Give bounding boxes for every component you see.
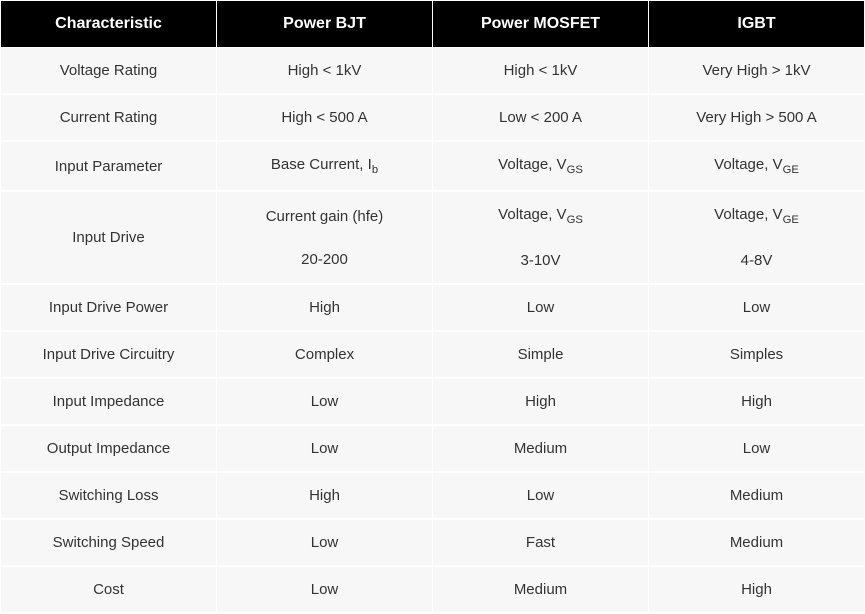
cell-bjt: Current gain (hfe) 20-200 [217,192,432,284]
row-label: Output Impedance [1,426,216,472]
table-row: Output Impedance Low Medium Low [1,426,864,472]
col-characteristic: Characteristic [1,1,216,47]
table-row: Cost Low Medium High [1,567,864,613]
cell-mosfet: High [433,379,648,425]
table-row: Input Drive Circuitry Complex Simple Sim… [1,332,864,378]
cell-bjt: High < 500 A [217,95,432,141]
cell-mosfet: Medium [433,567,648,613]
cell-igbt: High [649,379,864,425]
cell-mosfet: Low [433,473,648,519]
row-label: Input Drive Power [1,285,216,331]
table-row: Switching Loss High Low Medium [1,473,864,519]
cell-line1: Current gain (hfe) [225,208,424,225]
row-label: Switching Loss [1,473,216,519]
cell-bjt: Low [217,426,432,472]
cell-mosfet: High < 1kV [433,48,648,94]
table-row: Input Impedance Low High High [1,379,864,425]
col-power-bjt: Power BJT [217,1,432,47]
row-label: Input Parameter [1,142,216,191]
row-label: Input Drive Circuitry [1,332,216,378]
cell-mosfet: Voltage, VGS [433,142,648,191]
cell-igbt: Medium [649,520,864,566]
cell-bjt: Base Current, Ib [217,142,432,191]
col-power-mosfet: Power MOSFET [433,1,648,47]
cell-line1: Voltage, VGS [441,206,640,226]
table-row: Switching Speed Low Fast Medium [1,520,864,566]
cell-igbt: Very High > 500 A [649,95,864,141]
cell-bjt: Low [217,520,432,566]
cell-mosfet: Low < 200 A [433,95,648,141]
cell-igbt: Very High > 1kV [649,48,864,94]
cell-igbt: Low [649,285,864,331]
cell-igbt: Simples [649,332,864,378]
col-igbt: IGBT [649,1,864,47]
cell-bjt: High < 1kV [217,48,432,94]
cell-igbt: Voltage, VGE 4-8V [649,192,864,284]
cell-bjt: Complex [217,332,432,378]
cell-bjt: High [217,473,432,519]
cell-mosfet: Fast [433,520,648,566]
row-label: Current Rating [1,95,216,141]
table-row: Input Parameter Base Current, Ib Voltage… [1,142,864,191]
row-label: Switching Speed [1,520,216,566]
table-row: Input Drive Current gain (hfe) 20-200 Vo… [1,192,864,284]
table-row: Input Drive Power High Low Low [1,285,864,331]
cell-bjt: Low [217,379,432,425]
table-header-row: Characteristic Power BJT Power MOSFET IG… [1,1,864,47]
row-label: Input Impedance [1,379,216,425]
table-row: Voltage Rating High < 1kV High < 1kV Ver… [1,48,864,94]
row-label: Input Drive [1,192,216,284]
cell-mosfet: Low [433,285,648,331]
cell-mosfet: Voltage, VGS 3-10V [433,192,648,284]
cell-igbt: Low [649,426,864,472]
cell-mosfet: Simple [433,332,648,378]
comparison-table: Characteristic Power BJT Power MOSFET IG… [0,0,865,614]
cell-line2: 3-10V [441,252,640,269]
cell-igbt: Voltage, VGE [649,142,864,191]
cell-bjt: High [217,285,432,331]
row-label: Voltage Rating [1,48,216,94]
table-row: Current Rating High < 500 A Low < 200 A … [1,95,864,141]
cell-igbt: Medium [649,473,864,519]
cell-igbt: High [649,567,864,613]
table-body: Voltage Rating High < 1kV High < 1kV Ver… [1,48,864,613]
row-label: Cost [1,567,216,613]
cell-line2: 4-8V [657,252,856,269]
cell-mosfet: Medium [433,426,648,472]
cell-line1: Voltage, VGE [657,206,856,226]
cell-bjt: Low [217,567,432,613]
cell-line2: 20-200 [225,251,424,268]
